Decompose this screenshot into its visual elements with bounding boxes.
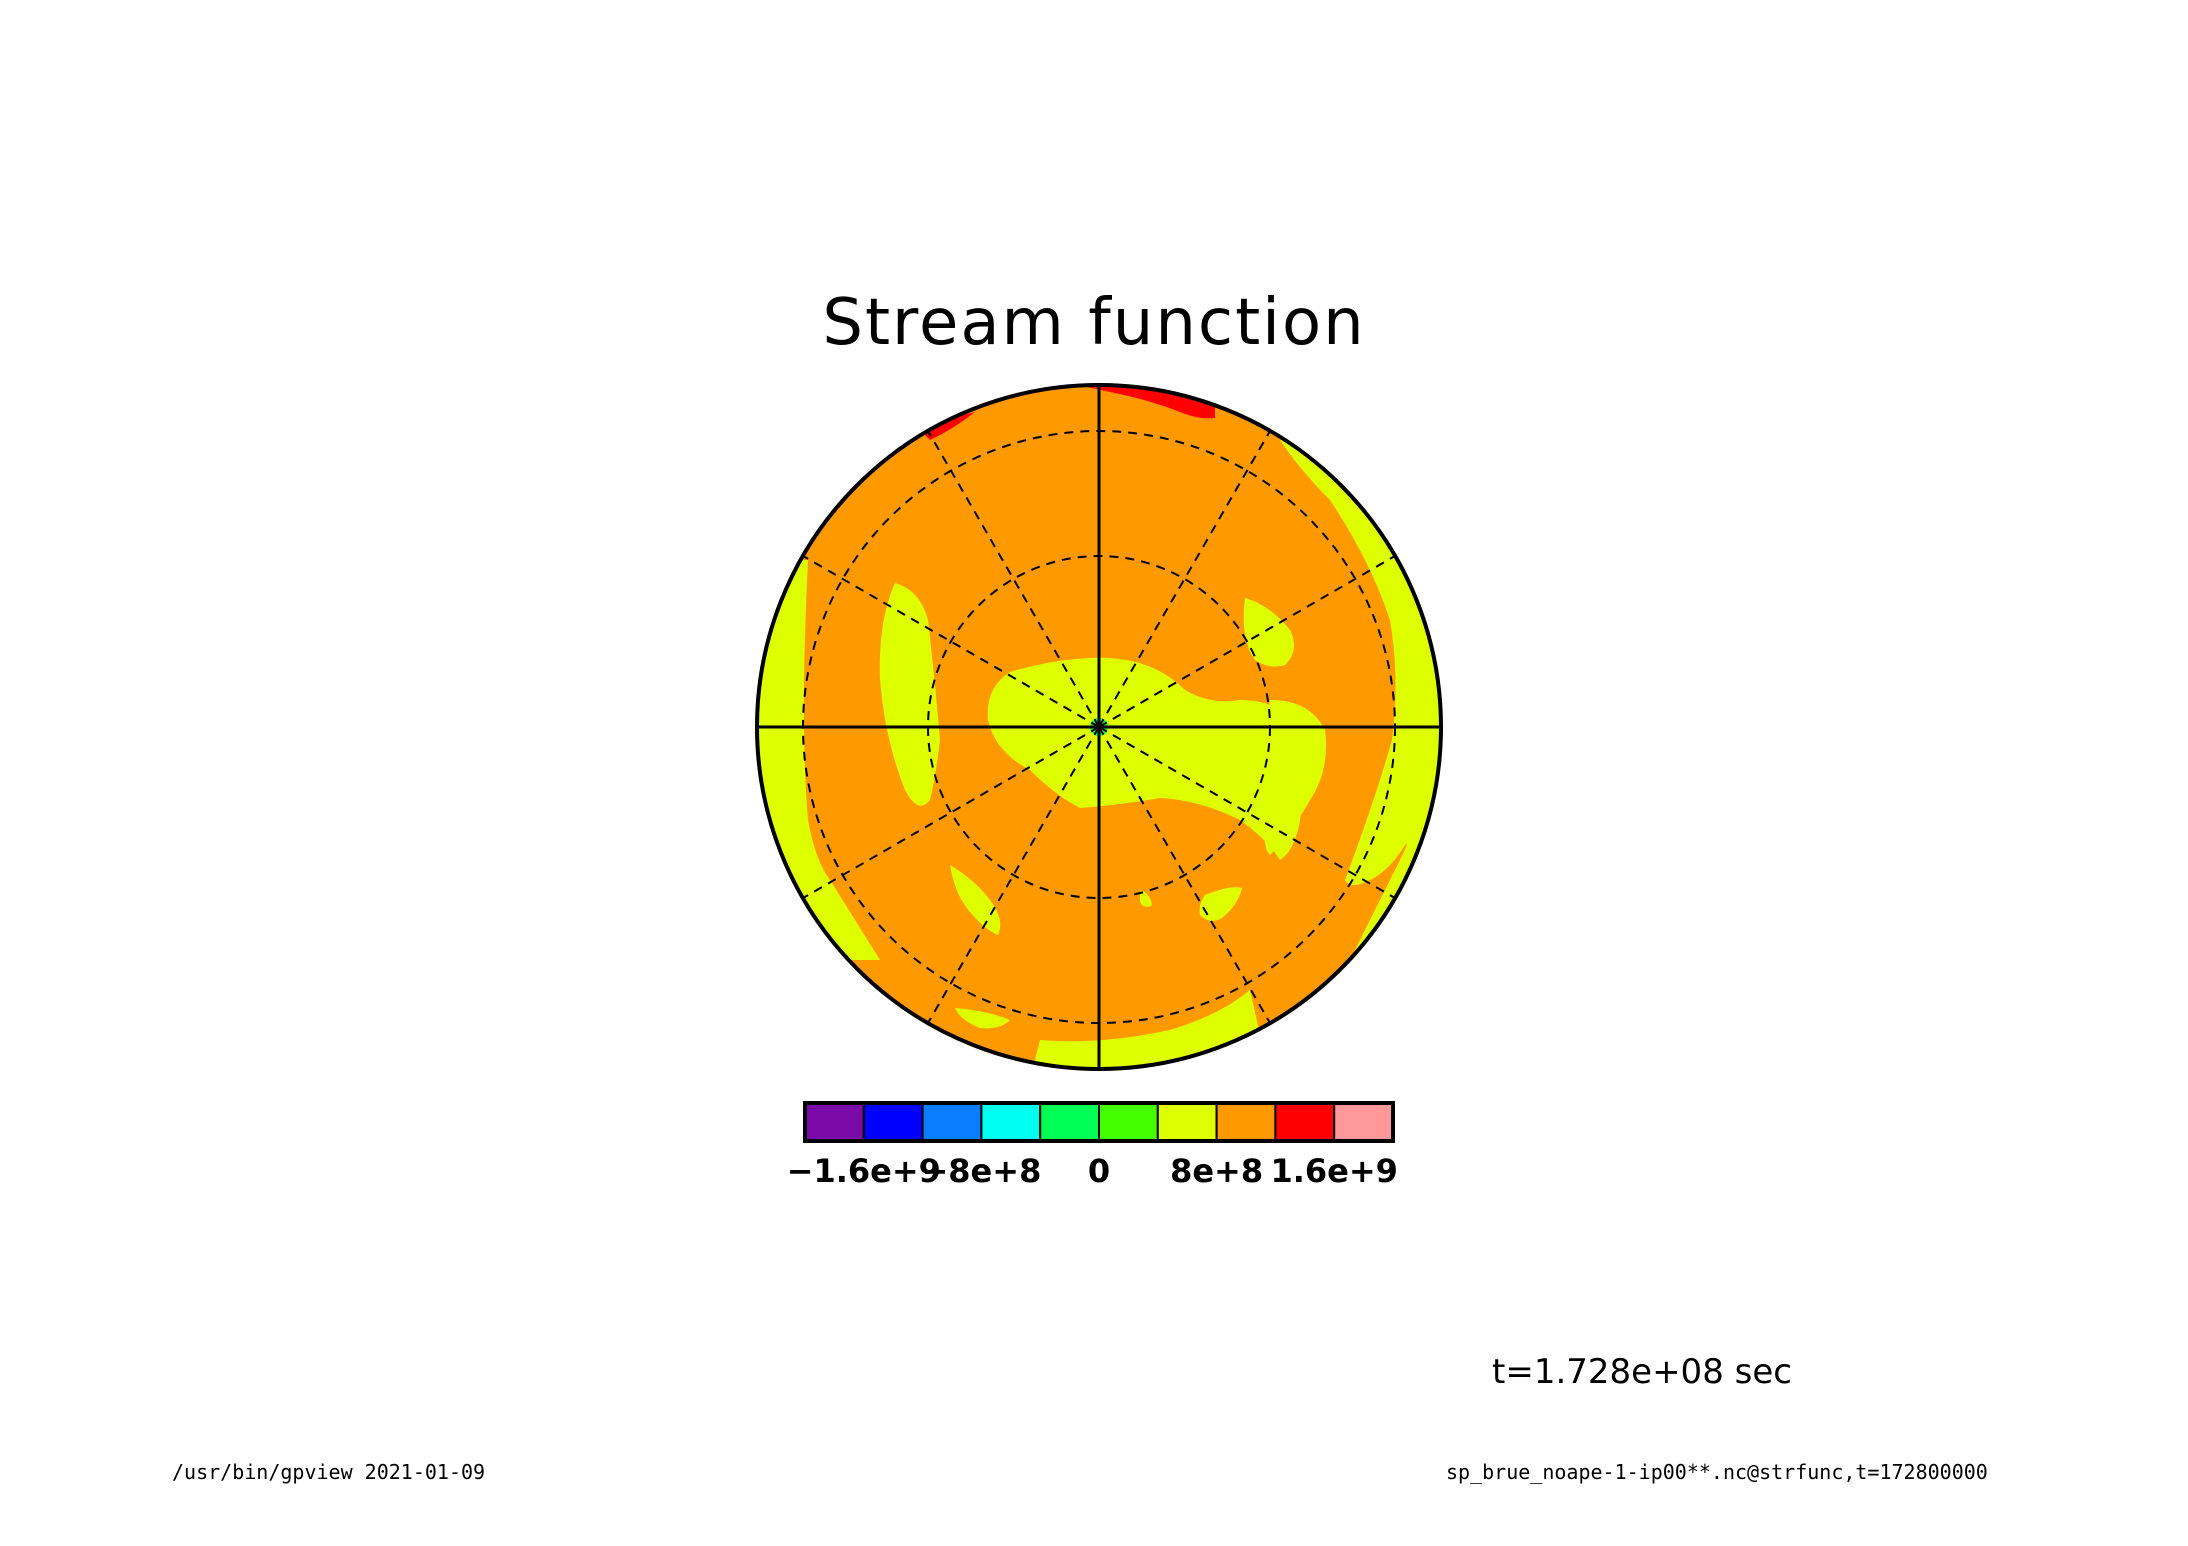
time-label: t=1.728e+08 sec (1492, 1352, 1792, 1392)
grid-spoke-210 (802, 726, 1100, 899)
colorbar-swatch (804, 1102, 865, 1142)
colorbar-swatch (921, 1102, 983, 1142)
yellow-patch-right-lower (1265, 700, 1326, 855)
colorbar-swatch (1274, 1102, 1336, 1142)
colorbar-swatch (980, 1102, 1042, 1142)
yellow-patch-right-edge (1280, 440, 1440, 1000)
colorbar-swatch (1039, 1102, 1100, 1142)
colorbar-labels: −1.6e+9−8e+8 0 8e+8 1.6e+9 (787, 1152, 1398, 1190)
colorbar (803, 1101, 1395, 1143)
yellow-patch-right-upper (1243, 598, 1294, 667)
chart-title: Stream function (822, 286, 1366, 360)
colorbar-swatch (1333, 1102, 1394, 1142)
grid-spoke-60 (1098, 430, 1271, 728)
colorbar-swatch (862, 1102, 924, 1142)
yellow-patch-left (879, 583, 940, 806)
colorbar-swatch (1098, 1102, 1159, 1142)
colorbar-tick-label: −8e+8 (921, 1152, 1041, 1190)
colorbar-tick-label: −1.6e+9 (787, 1152, 941, 1190)
red-patch-top-left (920, 412, 975, 440)
yellow-patch-bottom-right (1199, 887, 1242, 921)
grid-spoke-240 (927, 726, 1100, 1024)
grid-spoke-330 (1098, 726, 1396, 899)
colorbar-tick-label: 1.6e+9 (1270, 1152, 1397, 1190)
grid-spoke-120 (927, 430, 1100, 728)
colorbar-swatch (1156, 1102, 1218, 1142)
grid-spoke-30 (1098, 555, 1396, 728)
colorbar-tick-label: 8e+8 (1170, 1152, 1263, 1190)
colorbar-frame (803, 1101, 1395, 1143)
yellow-patch-bottom-center-small (1140, 890, 1152, 907)
yellow-patch-left-edge (757, 560, 880, 960)
colorbar-swatch (1215, 1102, 1277, 1142)
grid-spoke-300 (1098, 726, 1271, 1024)
grid-spoke-150 (802, 555, 1100, 728)
disc-outline (755, 383, 1443, 1071)
colorbar-tick-label: 0 (1088, 1152, 1110, 1190)
axes (757, 385, 1441, 1069)
yellow-patch-bottom-left-edge (955, 1008, 1010, 1029)
yellow-patch-bottom-left (950, 865, 1001, 935)
footer-left: /usr/bin/gpview 2021-01-09 (172, 1460, 486, 1484)
red-patch-top (1040, 385, 1215, 419)
footer-right: sp_brue_noape-1-ip00**.nc@strfunc,t=1728… (1446, 1460, 1988, 1484)
